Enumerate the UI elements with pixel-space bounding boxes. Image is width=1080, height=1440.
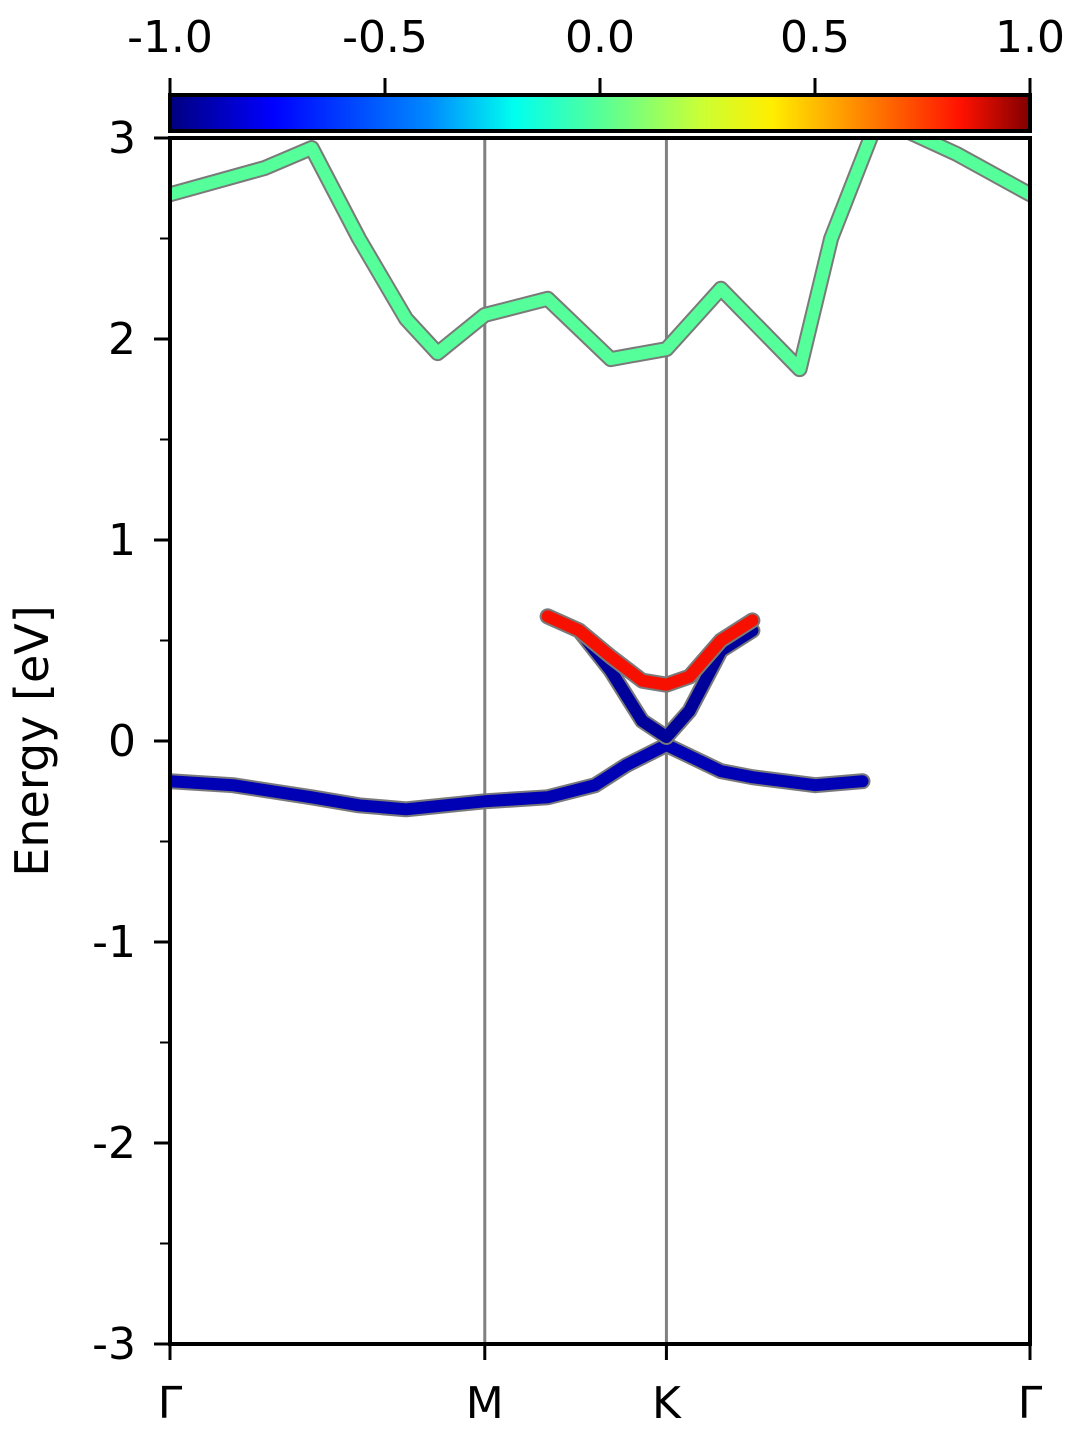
y-axis-label: Energy [eV] <box>5 605 59 876</box>
plot-area: 3 2 1 0 -1 -2 -3 Γ M K Γ Energy [eV] <box>5 113 1043 1429</box>
colorbar-gradient <box>168 93 1032 133</box>
plot-frame <box>168 136 1032 1346</box>
y-tick-label: 1 <box>108 515 136 566</box>
x-tick-label: K <box>652 1378 682 1429</box>
colorbar-tick-label: 1.0 <box>995 12 1065 63</box>
y-tick-label: 2 <box>108 314 136 365</box>
colorbar-tick-label: 0.5 <box>780 12 850 63</box>
band-line <box>170 739 869 816</box>
y-tick-label: 3 <box>108 113 136 164</box>
y-tick-label: -3 <box>92 1319 136 1370</box>
y-tick-label: -1 <box>92 917 136 968</box>
x-tick-label: Γ <box>158 1378 183 1429</box>
colorbar-tick-label: 0.0 <box>565 12 635 63</box>
colorbar-ticks: -1.0 -0.5 0.0 0.5 1.0 <box>127 12 1065 95</box>
colorbar-tick-label: -0.5 <box>342 12 428 63</box>
x-tick-label: Γ <box>1018 1378 1043 1429</box>
y-axis-ticks: 3 2 1 0 -1 -2 -3 <box>92 113 170 1370</box>
x-tick-label: M <box>466 1378 504 1429</box>
colorbar: -1.0 -0.5 0.0 0.5 1.0 <box>127 12 1065 133</box>
y-tick-label: -2 <box>92 1118 136 1169</box>
band-lines <box>170 138 1030 818</box>
band-line <box>541 610 759 691</box>
colorbar-tick-label: -1.0 <box>127 12 213 63</box>
y-tick-label: 0 <box>108 716 136 767</box>
band-line <box>170 138 1030 376</box>
